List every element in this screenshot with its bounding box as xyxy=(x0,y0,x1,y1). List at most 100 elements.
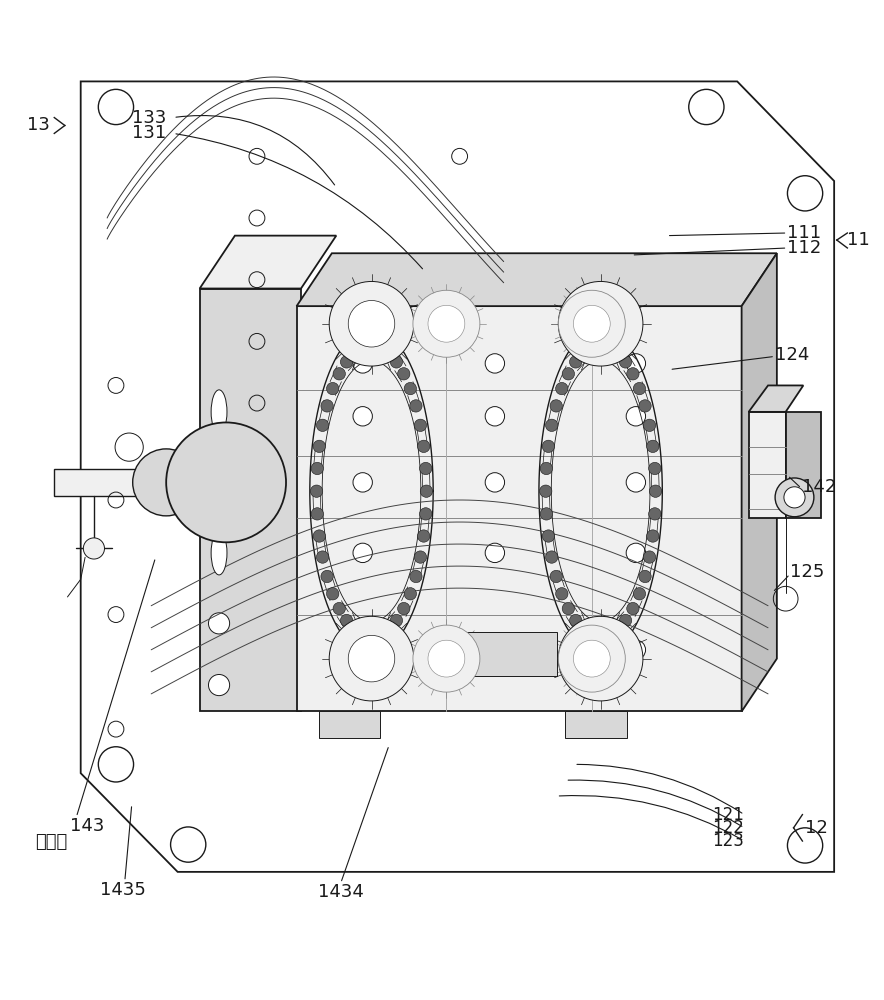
Circle shape xyxy=(633,382,645,395)
Circle shape xyxy=(333,602,346,615)
Circle shape xyxy=(340,356,353,368)
Circle shape xyxy=(603,628,615,641)
Circle shape xyxy=(220,526,232,538)
Circle shape xyxy=(485,407,505,426)
Circle shape xyxy=(263,452,275,464)
Circle shape xyxy=(626,354,645,373)
Circle shape xyxy=(569,356,582,368)
Circle shape xyxy=(586,628,598,641)
Circle shape xyxy=(647,530,659,542)
Circle shape xyxy=(321,400,333,412)
Circle shape xyxy=(542,440,554,453)
Bar xyxy=(433,632,557,676)
Polygon shape xyxy=(742,253,777,711)
Polygon shape xyxy=(80,81,834,872)
Circle shape xyxy=(311,508,324,520)
Circle shape xyxy=(326,588,339,600)
Circle shape xyxy=(550,570,562,583)
Polygon shape xyxy=(749,385,804,412)
Text: 123: 123 xyxy=(713,832,744,850)
Circle shape xyxy=(539,485,552,497)
Polygon shape xyxy=(749,412,786,518)
Circle shape xyxy=(365,340,377,352)
Text: 11: 11 xyxy=(848,231,870,249)
Circle shape xyxy=(484,652,498,666)
Polygon shape xyxy=(200,236,336,289)
Polygon shape xyxy=(786,412,821,518)
Circle shape xyxy=(485,543,505,563)
Polygon shape xyxy=(200,289,301,711)
Circle shape xyxy=(556,588,568,600)
Circle shape xyxy=(326,382,339,395)
Circle shape xyxy=(209,674,230,696)
Circle shape xyxy=(413,290,480,357)
Circle shape xyxy=(353,473,372,492)
Circle shape xyxy=(627,602,639,615)
Circle shape xyxy=(644,551,656,563)
Circle shape xyxy=(603,342,615,354)
Circle shape xyxy=(216,472,237,493)
Circle shape xyxy=(485,640,505,660)
Text: 121: 121 xyxy=(713,806,744,824)
Text: 1435: 1435 xyxy=(100,881,146,899)
Circle shape xyxy=(577,300,624,347)
Polygon shape xyxy=(297,253,777,306)
Circle shape xyxy=(562,368,575,380)
Circle shape xyxy=(556,382,568,395)
Text: 142: 142 xyxy=(802,478,836,496)
Circle shape xyxy=(186,442,267,523)
Circle shape xyxy=(626,640,645,660)
Circle shape xyxy=(626,407,645,426)
Text: 111: 111 xyxy=(788,224,821,242)
Circle shape xyxy=(410,570,422,583)
Circle shape xyxy=(313,530,325,542)
Ellipse shape xyxy=(211,460,227,504)
Circle shape xyxy=(420,485,432,497)
Circle shape xyxy=(620,356,632,368)
Circle shape xyxy=(357,342,370,354)
Ellipse shape xyxy=(211,390,227,434)
Circle shape xyxy=(382,623,394,635)
Circle shape xyxy=(649,508,661,520)
Text: 1434: 1434 xyxy=(317,883,363,901)
Circle shape xyxy=(329,281,414,366)
Circle shape xyxy=(586,342,598,354)
Circle shape xyxy=(316,419,329,431)
Circle shape xyxy=(577,635,624,682)
Circle shape xyxy=(333,368,346,380)
Text: 112: 112 xyxy=(788,239,822,257)
Circle shape xyxy=(626,473,645,492)
Circle shape xyxy=(374,342,386,354)
Circle shape xyxy=(311,462,324,475)
Circle shape xyxy=(775,478,814,517)
Circle shape xyxy=(398,602,410,615)
Circle shape xyxy=(448,652,462,666)
Circle shape xyxy=(417,530,430,542)
Circle shape xyxy=(329,616,414,701)
Polygon shape xyxy=(566,711,627,738)
Circle shape xyxy=(316,551,329,563)
Circle shape xyxy=(545,419,558,431)
Circle shape xyxy=(415,419,427,431)
Text: 122: 122 xyxy=(713,819,744,837)
Circle shape xyxy=(574,640,610,677)
Circle shape xyxy=(420,462,432,475)
Circle shape xyxy=(620,614,632,627)
Circle shape xyxy=(353,407,372,426)
Circle shape xyxy=(263,501,275,513)
Circle shape xyxy=(404,588,416,600)
Circle shape xyxy=(577,623,590,635)
Circle shape xyxy=(348,347,361,359)
Circle shape xyxy=(420,508,432,520)
Circle shape xyxy=(177,452,189,464)
Circle shape xyxy=(220,427,232,439)
Circle shape xyxy=(428,640,465,677)
Text: 13: 13 xyxy=(27,116,50,134)
Circle shape xyxy=(542,530,554,542)
Text: 电缆线: 电缆线 xyxy=(34,833,67,851)
Circle shape xyxy=(485,473,505,492)
Circle shape xyxy=(559,616,643,701)
Circle shape xyxy=(390,614,402,627)
Circle shape xyxy=(594,630,606,642)
Circle shape xyxy=(415,551,427,563)
